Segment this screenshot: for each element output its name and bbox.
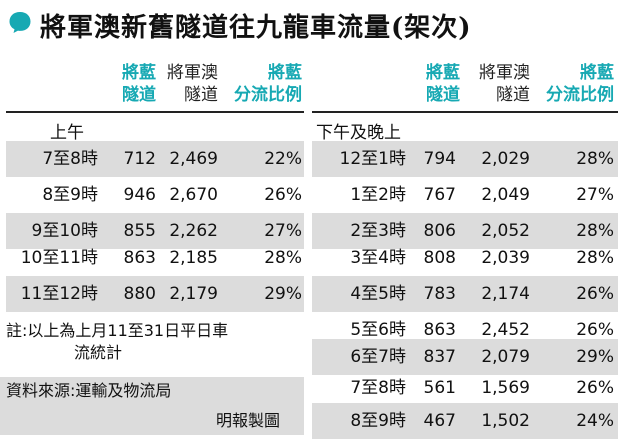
percent-cell: 28%: [576, 221, 614, 241]
time-cell: 5至6時: [350, 320, 406, 340]
value-cell: 783: [423, 284, 456, 304]
value-cell: 837: [423, 347, 456, 367]
table-row: 7至8時 712 2,469 22%: [6, 141, 304, 177]
table-row: 12至1時 794 2,029 28%: [312, 141, 618, 177]
value-cell: 712: [123, 149, 156, 169]
value-cell: 863: [123, 248, 156, 268]
time-cell: 11至12時: [20, 284, 98, 304]
percent-cell: 27%: [264, 221, 302, 241]
table-row: 1至2時 767 2,049 27%: [312, 177, 618, 213]
value-cell: 2,049: [481, 185, 530, 205]
table-row: 4至5時 783 2,174 26%: [312, 276, 618, 312]
value-cell: 2,469: [169, 149, 218, 169]
table-row: 7至8時 561 1,569 26%: [312, 370, 618, 406]
value-cell: 808: [423, 248, 456, 268]
right-header-rule: [312, 111, 618, 113]
value-cell: 2,079: [481, 347, 530, 367]
table-row: 6至7時 837 2,079 29%: [312, 339, 618, 375]
percent-cell: 28%: [576, 149, 614, 169]
time-cell: 10至11時: [20, 248, 98, 268]
time-cell: 4至5時: [350, 284, 406, 304]
value-cell: 2,262: [169, 221, 218, 241]
footnote: 註:以上為上月11至31日平日車 流統計: [6, 321, 229, 362]
value-cell: 855: [123, 221, 156, 241]
time-cell: 8至9時: [350, 411, 406, 431]
right-header-col1: 將藍 隧道: [426, 63, 460, 105]
percent-cell: 28%: [576, 248, 614, 268]
left-section-label: 上午: [50, 123, 84, 143]
source-box: [0, 377, 304, 405]
time-cell: 3至4時: [350, 248, 406, 268]
table-row: 8至9時 467 1,502 24%: [312, 403, 618, 439]
right-header-col2: 將軍澳 隧道: [479, 63, 530, 105]
value-cell: 2,179: [169, 284, 218, 304]
value-cell: 2,452: [481, 320, 530, 340]
table-row: 9至10時 855 2,262 27%: [6, 213, 304, 249]
left-header-col2: 將軍澳 隧道: [167, 63, 218, 105]
percent-cell: 26%: [576, 378, 614, 398]
table-row: 11至12時 880 2,179 29%: [6, 276, 304, 312]
value-cell: 767: [423, 185, 456, 205]
right-header-col3: 將藍 分流比例: [546, 63, 614, 105]
credit-box: [0, 405, 304, 435]
left-header-col1: 將藍 隧道: [122, 63, 156, 105]
time-cell: 8至9時: [42, 185, 98, 205]
title-bar: 將軍澳新舊隧道往九龍車流量(架次): [0, 0, 618, 44]
percent-cell: 22%: [264, 149, 302, 169]
value-cell: 1,502: [481, 411, 530, 431]
left-header-rule: [6, 111, 304, 113]
value-cell: 946: [123, 185, 156, 205]
value-cell: 1,569: [481, 378, 530, 398]
percent-cell: 26%: [576, 320, 614, 340]
right-section-label: 下午及晚上: [316, 123, 401, 143]
percent-cell: 28%: [264, 248, 302, 268]
value-cell: 2,174: [481, 284, 530, 304]
credit-note: 明報製圖: [216, 411, 281, 430]
value-cell: 2,039: [481, 248, 530, 268]
value-cell: 561: [423, 378, 456, 398]
source-note: 資料來源:運輸及物流局: [6, 381, 172, 400]
table-row: 5至6時 863 2,452 26%: [312, 312, 618, 348]
time-cell: 1至2時: [350, 185, 406, 205]
page-title: 將軍澳新舊隧道往九龍車流量(架次): [40, 13, 472, 43]
table-row: 8至9時 946 2,670 26%: [6, 177, 304, 213]
value-cell: 2,052: [481, 221, 530, 241]
time-cell: 6至7時: [350, 347, 406, 367]
value-cell: 794: [423, 149, 456, 169]
value-cell: 2,670: [169, 185, 218, 205]
table-row: 10至11時 863 2,185 28%: [6, 240, 304, 276]
value-cell: 806: [423, 221, 456, 241]
value-cell: 2,185: [169, 248, 218, 268]
value-cell: 863: [423, 320, 456, 340]
percent-cell: 27%: [576, 185, 614, 205]
time-cell: 9至10時: [31, 221, 98, 241]
value-cell: 2,029: [481, 149, 530, 169]
time-cell: 7至8時: [42, 149, 98, 169]
percent-cell: 26%: [576, 284, 614, 304]
table-row: 3至4時 808 2,039 28%: [312, 240, 618, 276]
time-cell: 7至8時: [350, 378, 406, 398]
table-row: 2至3時 806 2,052 28%: [312, 213, 618, 249]
value-cell: 880: [123, 284, 156, 304]
percent-cell: 26%: [264, 185, 302, 205]
percent-cell: 29%: [264, 284, 302, 304]
percent-cell: 29%: [576, 347, 614, 367]
time-cell: 12至1時: [339, 149, 406, 169]
time-cell: 2至3時: [350, 221, 406, 241]
percent-cell: 24%: [576, 411, 614, 431]
left-header-col3: 將藍 分流比例: [234, 63, 302, 105]
value-cell: 467: [423, 411, 456, 431]
speech-bubble-icon: [9, 12, 31, 33]
